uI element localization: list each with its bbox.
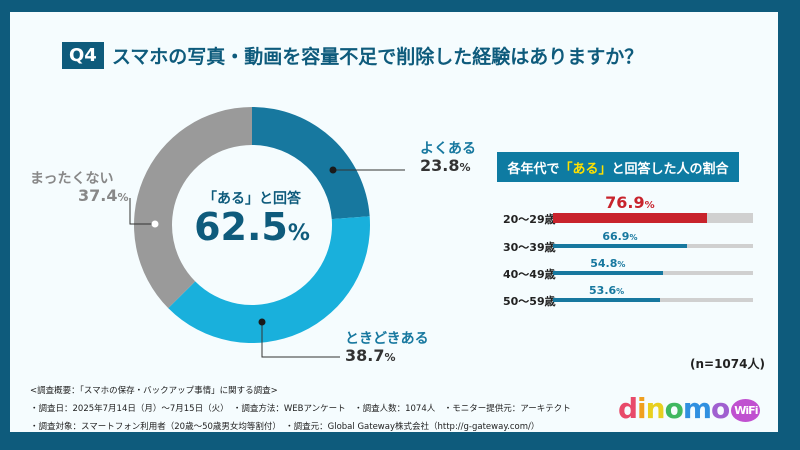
center-value: 62.5 bbox=[194, 205, 288, 249]
center-unit: % bbox=[287, 221, 310, 246]
age-label: 20〜29歳 bbox=[503, 213, 556, 226]
value-never: 37.4% bbox=[78, 186, 129, 205]
label-sometimes: ときどきある bbox=[345, 331, 429, 347]
question-text: スマホの写真・動画を容量不足で削除した経験はありますか？ bbox=[111, 46, 644, 68]
value-often: 23.8% bbox=[420, 156, 471, 175]
leader-dot bbox=[258, 318, 266, 326]
donut-center-value: 62.5% bbox=[186, 205, 318, 249]
dinomo-logo: dinomo WiFi bbox=[618, 392, 761, 425]
question-number: Q4 bbox=[62, 42, 104, 69]
label-often: よくある bbox=[420, 141, 476, 157]
bar-value-label: 76.9% bbox=[605, 193, 655, 212]
slice-sometimes bbox=[168, 216, 370, 343]
leader-line bbox=[129, 198, 155, 225]
donut-center-label: 「ある」と回答 bbox=[203, 191, 301, 207]
bar-fill bbox=[553, 213, 707, 223]
sample-size: (n=1074人) bbox=[690, 357, 765, 371]
age-label: 30〜39歳 bbox=[503, 241, 556, 254]
bar-value-label: 66.9% bbox=[602, 230, 638, 243]
age-chart-title: 各年代で 「ある」 と回答した人の割合 bbox=[497, 152, 739, 182]
bar-fill bbox=[553, 271, 663, 275]
footer-line-1: <調査概要：「スマホの保存・バックアップ事情」に関する調査> bbox=[30, 386, 278, 396]
age-label: 50〜59歳 bbox=[503, 295, 556, 308]
bar-value-label: 54.8% bbox=[590, 257, 626, 270]
leader-dot bbox=[151, 220, 159, 228]
page-title: Q4 スマホの写真・動画を容量不足で削除した経験はありますか？ bbox=[62, 42, 643, 69]
label-never: まったくない bbox=[30, 171, 114, 187]
bar-value-label: 53.6% bbox=[589, 284, 625, 297]
bar-fill bbox=[553, 298, 661, 302]
bar-fill bbox=[553, 244, 687, 248]
footer-line-3: ・調査対象：スマートフォン利用者（20歳〜50歳男女均等割付） ・調査元：Glo… bbox=[30, 422, 540, 432]
wifi-badge: WiFi bbox=[731, 398, 761, 422]
leader-line bbox=[261, 322, 340, 358]
age-label: 40〜49歳 bbox=[503, 268, 556, 281]
leader-dot bbox=[329, 166, 337, 174]
footer-line-2: ・調査日：2025年7月14日（月）〜7月15日（火） ・調査方法：WEBアンケ… bbox=[30, 404, 571, 414]
slice-often bbox=[252, 107, 370, 220]
slice-never bbox=[133, 106, 252, 309]
value-sometimes: 38.7% bbox=[345, 346, 396, 365]
